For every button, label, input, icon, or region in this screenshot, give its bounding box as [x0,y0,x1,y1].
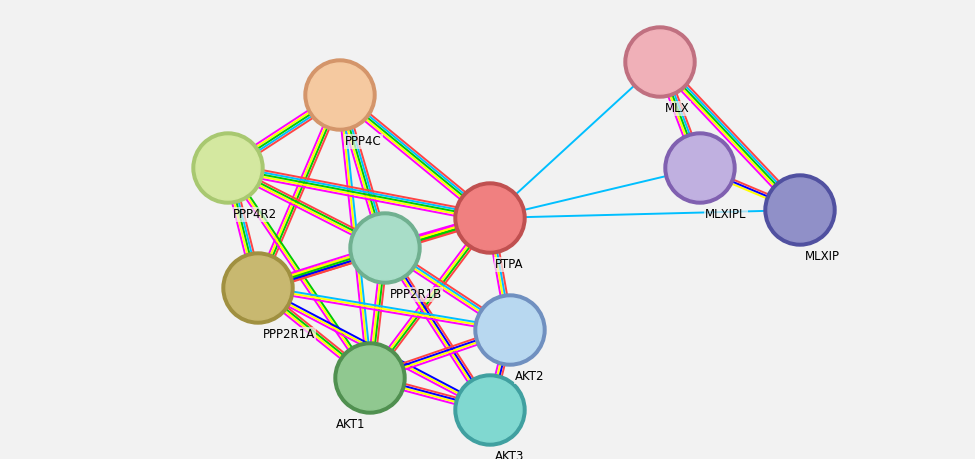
Circle shape [192,132,264,204]
Circle shape [764,174,836,246]
Text: MLXIPL: MLXIPL [705,208,747,221]
Text: MLXIP: MLXIP [805,250,840,263]
Circle shape [768,178,832,242]
Text: PPP4C: PPP4C [345,135,382,148]
Circle shape [334,342,406,414]
Circle shape [668,136,732,200]
Text: MLX: MLX [665,102,689,115]
Circle shape [664,132,736,204]
Circle shape [474,294,546,366]
Text: PPP2R1A: PPP2R1A [263,328,315,341]
Circle shape [628,30,692,94]
Text: PPP2R1B: PPP2R1B [390,288,443,301]
Circle shape [454,374,526,446]
Circle shape [349,212,421,284]
Text: AKT3: AKT3 [495,450,525,459]
Circle shape [353,216,417,280]
Circle shape [338,346,402,410]
Circle shape [478,298,542,362]
Circle shape [196,136,260,200]
Text: AKT1: AKT1 [335,418,365,431]
Circle shape [222,252,294,324]
Circle shape [454,182,526,254]
Text: PTPA: PTPA [495,258,524,271]
Text: AKT2: AKT2 [515,370,544,383]
Text: PPP4R2: PPP4R2 [233,208,277,221]
Circle shape [624,26,696,98]
Circle shape [458,186,522,250]
Circle shape [304,59,376,131]
Circle shape [308,63,372,127]
Circle shape [226,256,290,320]
Circle shape [458,378,522,442]
